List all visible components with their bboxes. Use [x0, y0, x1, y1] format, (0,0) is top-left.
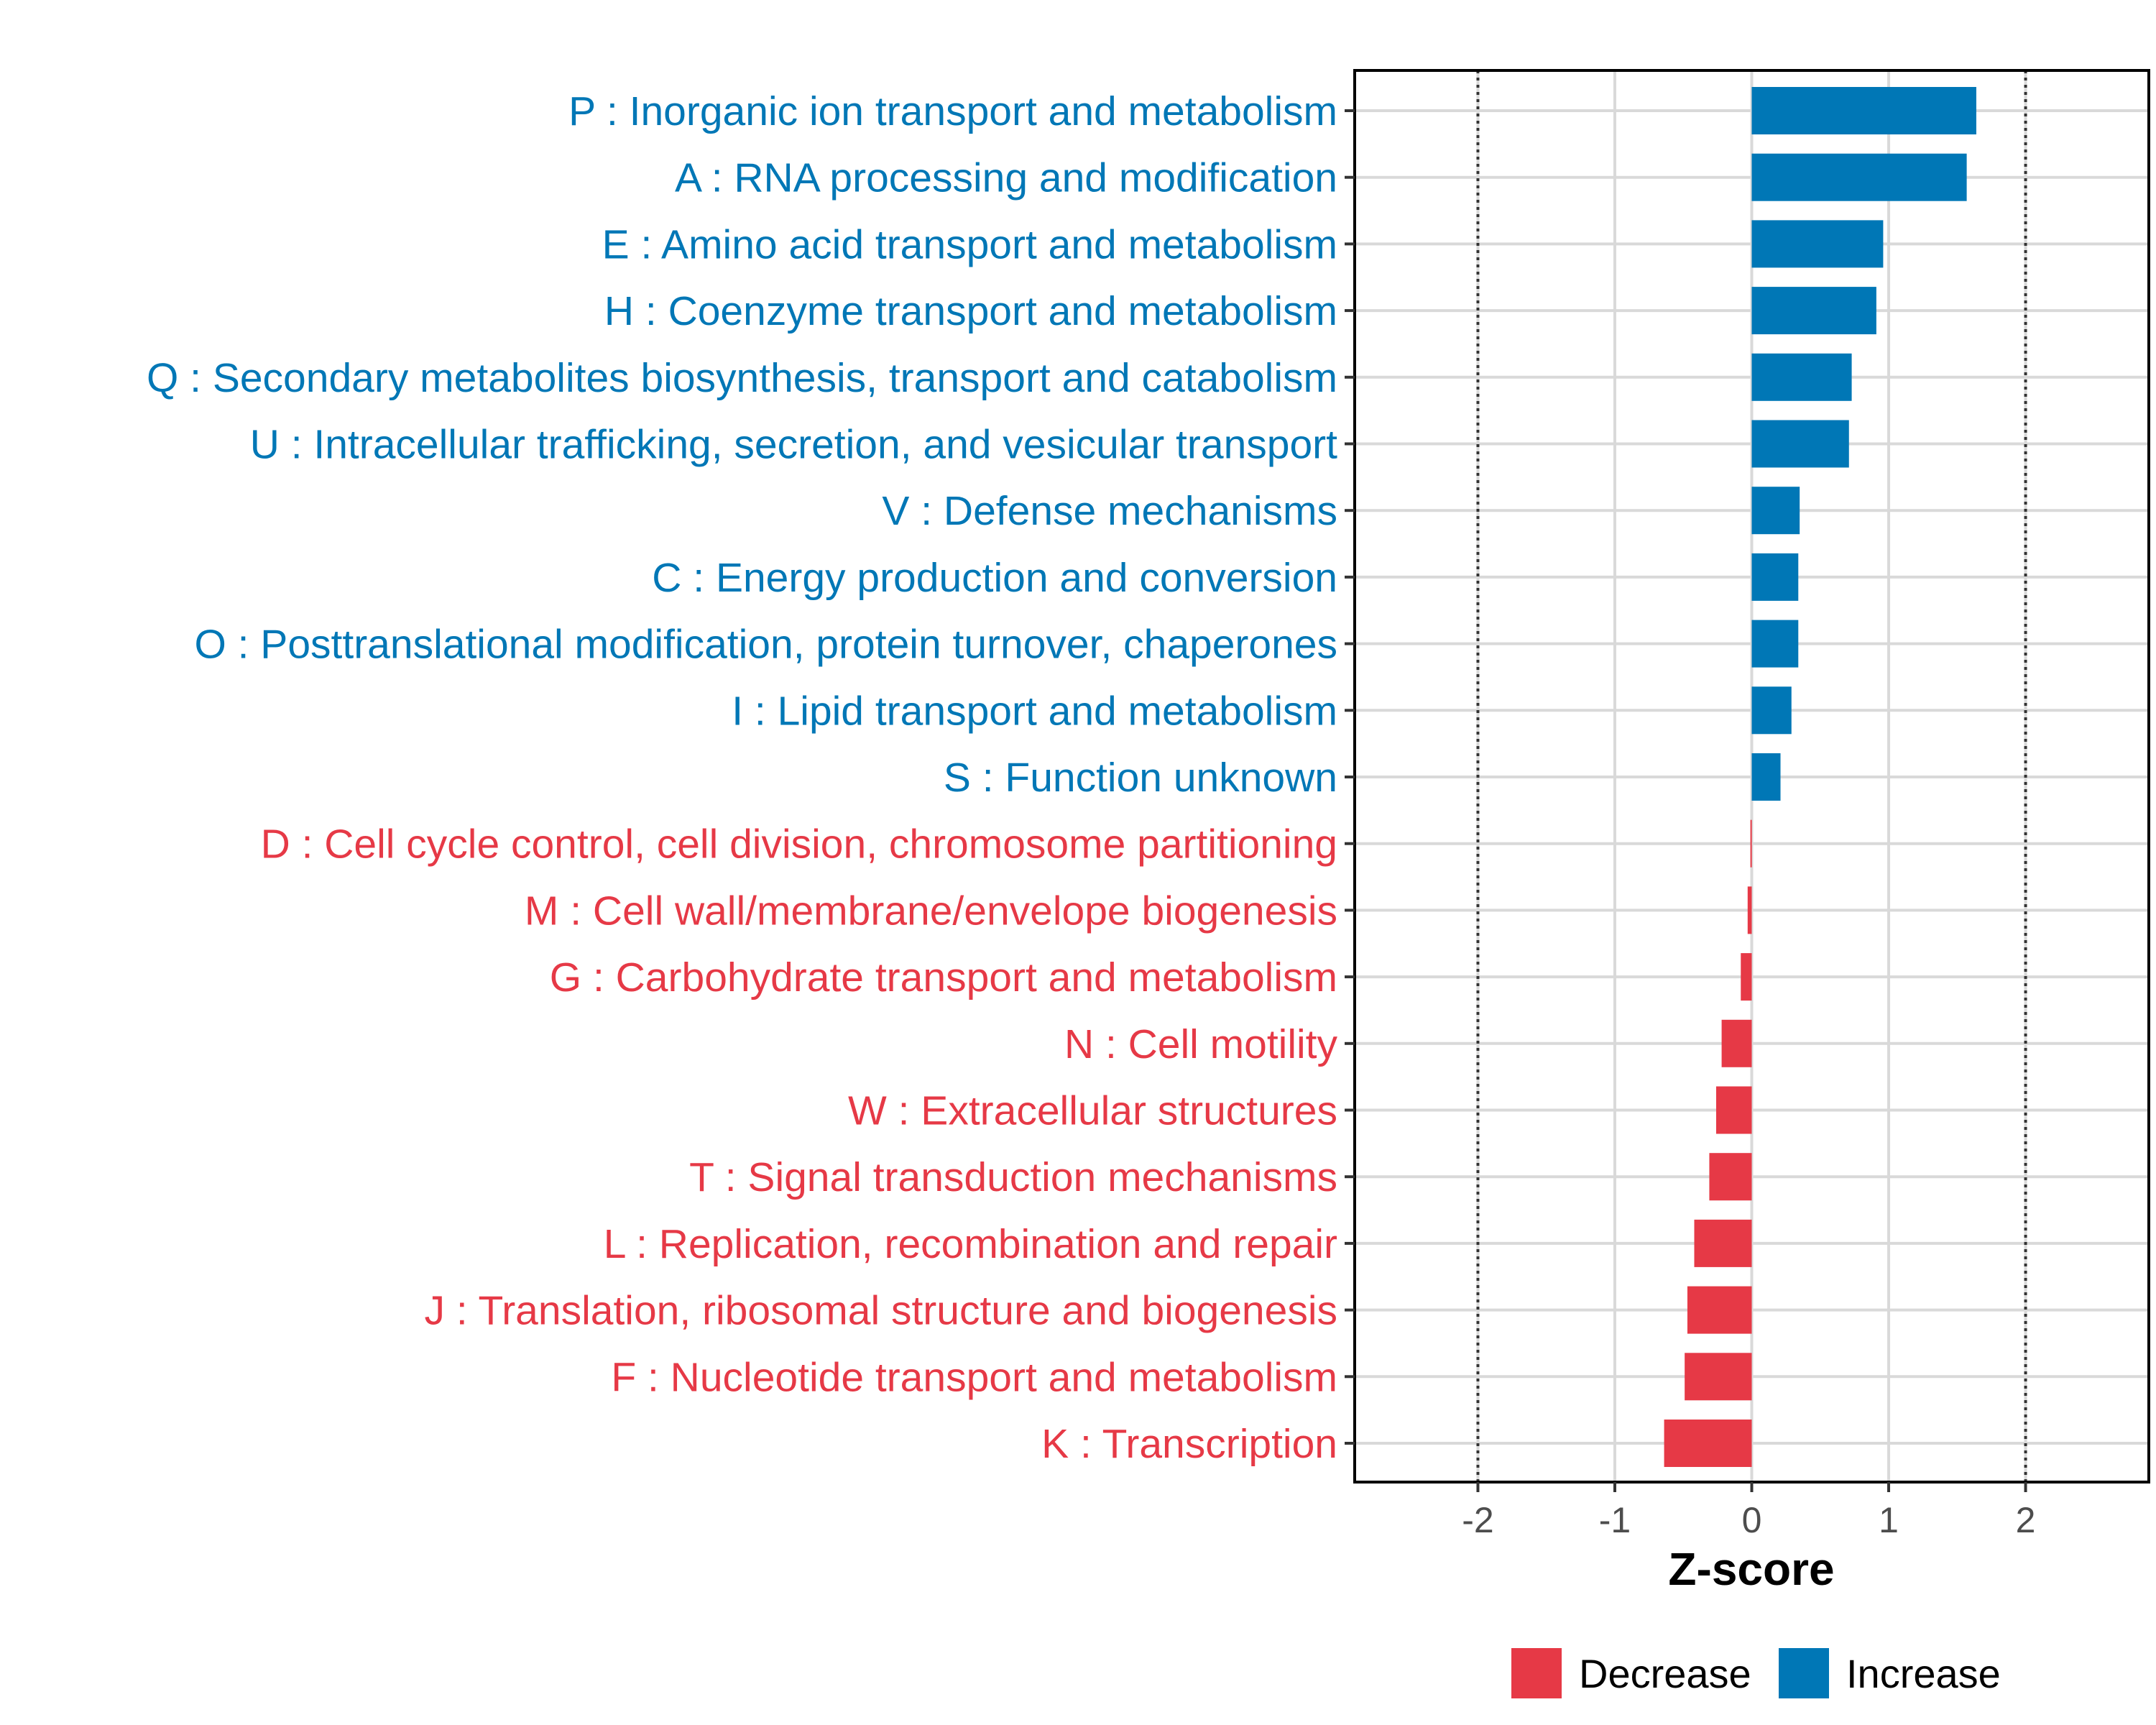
- bar: [1751, 487, 1800, 535]
- bar: [1664, 1420, 1752, 1467]
- category-label: G : Carbohydrate transport and metabolis…: [550, 954, 1337, 1000]
- category-label: L : Replication, recombination and repai…: [604, 1221, 1337, 1267]
- legend-label-decrease: Decrease: [1579, 1651, 1751, 1696]
- y-axis-ticks: [1345, 109, 1355, 1445]
- category-label: D : Cell cycle control, cell division, c…: [261, 822, 1337, 868]
- category-label: M : Cell wall/membrane/envelope biogenes…: [525, 888, 1337, 934]
- category-label: K : Transcription: [1041, 1421, 1337, 1467]
- bar: [1685, 1353, 1752, 1401]
- bar: [1751, 620, 1799, 668]
- bar: [1751, 87, 1976, 134]
- category-label: I : Lipid transport and metabolism: [732, 688, 1337, 734]
- bar: [1721, 1019, 1752, 1067]
- bar: [1709, 1153, 1752, 1201]
- bar: [1694, 1219, 1752, 1267]
- category-label: W : Extracellular structures: [848, 1088, 1337, 1134]
- x-tick-label: -2: [1462, 1500, 1493, 1540]
- legend: Decrease Increase: [1511, 1648, 2001, 1698]
- category-label: T : Signal transduction mechanisms: [689, 1154, 1337, 1200]
- bar: [1751, 753, 1781, 801]
- category-label: E : Amino acid transport and metabolism: [602, 221, 1337, 267]
- bar: [1715, 1086, 1752, 1134]
- bar: [1751, 287, 1876, 335]
- bar: [1741, 953, 1752, 1001]
- category-label: S : Function unknown: [944, 755, 1337, 801]
- category-label: J : Translation, ribosomal structure and…: [425, 1288, 1337, 1334]
- x-tick-label: -1: [1599, 1500, 1631, 1540]
- legend-swatch-decrease: [1511, 1648, 1562, 1698]
- category-label: U : Intracellular trafficking, secretion…: [250, 422, 1337, 468]
- category-label: H : Coenzyme transport and metabolism: [604, 288, 1337, 334]
- category-labels: P : Inorganic ion transport and metaboli…: [147, 88, 1338, 1467]
- category-label: F : Nucleotide transport and metabolism: [611, 1354, 1337, 1400]
- bar: [1751, 220, 1884, 268]
- category-label: Q : Secondary metabolites biosynthesis, …: [147, 355, 1337, 401]
- bars: [1664, 87, 1976, 1467]
- bar: [1751, 420, 1849, 468]
- x-tick-label: 2: [2016, 1500, 2036, 1540]
- legend-swatch-increase: [1779, 1648, 1829, 1698]
- x-tick-label: 1: [1879, 1500, 1899, 1540]
- legend-label-increase: Increase: [1846, 1651, 2001, 1696]
- category-label: V : Defense mechanisms: [882, 488, 1337, 534]
- x-axis-title: Z-score: [1668, 1543, 1834, 1595]
- category-label: C : Energy production and conversion: [652, 555, 1337, 601]
- bar: [1747, 886, 1752, 934]
- category-label: O : Posttranslational modification, prot…: [194, 622, 1337, 668]
- bar: [1751, 153, 1967, 201]
- bar: [1750, 819, 1752, 868]
- category-label: P : Inorganic ion transport and metaboli…: [568, 88, 1337, 134]
- category-label: N : Cell motility: [1064, 1021, 1338, 1067]
- bar: [1751, 553, 1799, 601]
- bar: [1751, 353, 1852, 401]
- x-tick-label: 0: [1742, 1500, 1762, 1540]
- bar: [1687, 1286, 1752, 1334]
- x-axis-ticks: -2 -1 0 1 2: [1462, 1482, 2035, 1540]
- category-label: A : RNA processing and modification: [675, 155, 1337, 201]
- bar: [1751, 686, 1792, 735]
- reference-lines: [1476, 70, 2027, 1482]
